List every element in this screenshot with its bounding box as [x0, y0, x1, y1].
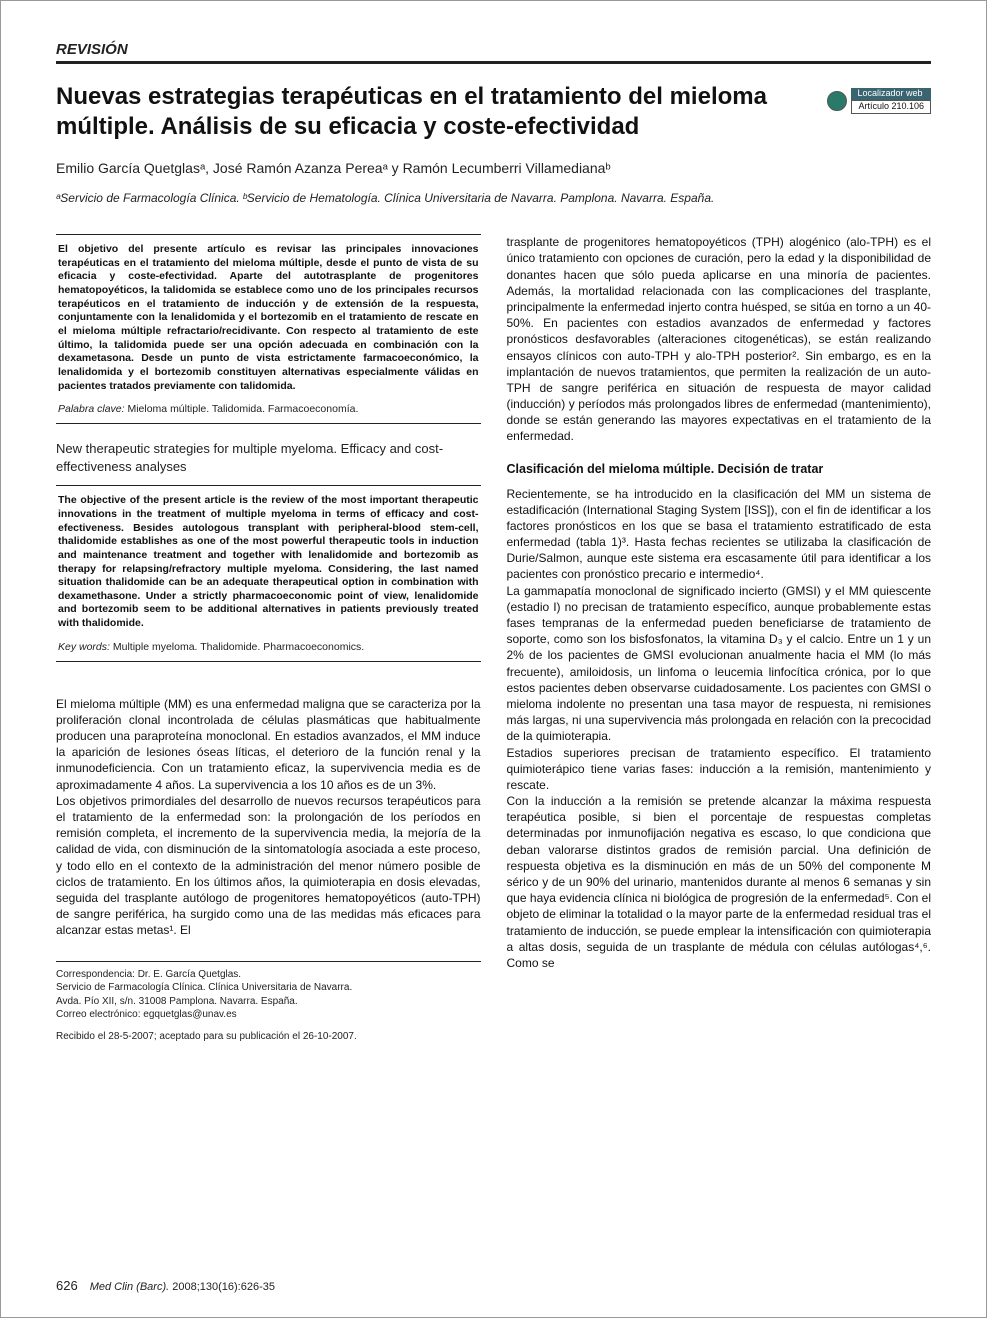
corr-line4: Correo electrónico: egquetglas@unav.es — [56, 1008, 481, 1022]
kw-en-label: Key words: — [58, 641, 110, 653]
body-right-p4: Estadios superiores precisan de tratamie… — [507, 745, 932, 794]
web-locator-labels: Localizador web Artículo 210.106 — [851, 88, 931, 114]
abstract-en-text: The objective of the present article is … — [58, 494, 479, 630]
body-left-p1: El mieloma múltiple (MM) es una enfermed… — [56, 696, 481, 793]
kw-en-value: Multiple myeloma. Thalidomide. Pharmacoe… — [113, 641, 364, 653]
kw-es-label: Palabra clave: — [58, 403, 125, 415]
citation-journal: Med Clin (Barc). — [90, 1281, 169, 1293]
section-label: REVISIÓN — [56, 41, 931, 64]
keywords-es: Palabra clave: Mieloma múltiple. Talidom… — [58, 403, 479, 415]
body-right-p3: La gammapatía monoclonal de significado … — [507, 583, 932, 745]
body-right-p1: trasplante de progenitores hematopoyétic… — [507, 234, 932, 444]
corr-line1: Correspondencia: Dr. E. García Quetglas. — [56, 968, 481, 982]
subhead-classification: Clasificación del mieloma múltiple. Deci… — [507, 461, 932, 478]
body-left: El mieloma múltiple (MM) es una enfermed… — [56, 696, 481, 939]
title-en: New therapeutic strategies for multiple … — [56, 440, 481, 475]
citation-rest: 2008;130(16):626-35 — [169, 1281, 275, 1293]
spacer — [56, 678, 481, 696]
abstract-es-text: El objetivo del presente artículo es rev… — [58, 243, 479, 393]
web-locator-badge: Localizador web Artículo 210.106 — [827, 88, 931, 114]
title-row: Nuevas estrategias terapéuticas en el tr… — [56, 82, 931, 142]
right-column: trasplante de progenitores hematopoyétic… — [507, 234, 932, 1043]
abstract-en-box: The objective of the present article is … — [56, 485, 481, 661]
citation: Med Clin (Barc). 2008;130(16):626-35 — [90, 1281, 275, 1293]
left-column: El objetivo del presente artículo es rev… — [56, 234, 481, 1043]
corr-line2: Servicio de Farmacología Clínica. Clínic… — [56, 981, 481, 995]
web-locator-bottom: Artículo 210.106 — [851, 100, 931, 114]
body-right-p5: Con la inducción a la remisión se preten… — [507, 793, 932, 971]
affiliations: ᵃServicio de Farmacología Clínica. ᵇServ… — [56, 190, 931, 206]
journal-page: REVISIÓN Nuevas estrategias terapéuticas… — [0, 0, 987, 1318]
keywords-en: Key words: Multiple myeloma. Thalidomide… — [58, 641, 479, 653]
abstract-es-box: El objetivo del presente artículo es rev… — [56, 234, 481, 424]
web-disc-icon — [827, 91, 847, 111]
kw-es-value: Mieloma múltiple. Talidomida. Farmacoeco… — [127, 403, 358, 415]
page-footer: 626 Med Clin (Barc). 2008;130(16):626-35 — [56, 1278, 931, 1293]
page-number: 626 — [56, 1278, 78, 1293]
body-right: trasplante de progenitores hematopoyétic… — [507, 234, 932, 971]
article-title: Nuevas estrategias terapéuticas en el tr… — [56, 82, 827, 142]
two-column-layout: El objetivo del presente artículo es rev… — [56, 234, 931, 1043]
correspondence-box: Correspondencia: Dr. E. García Quetglas.… — [56, 961, 481, 1044]
web-locator-top: Localizador web — [851, 88, 931, 100]
authors-line: Emilio García Quetglasᵃ, José Ramón Azan… — [56, 160, 931, 176]
body-right-p2: Recientemente, se ha introducido en la c… — [507, 486, 932, 583]
corr-received: Recibido el 28-5-2007; aceptado para su … — [56, 1030, 481, 1044]
body-left-p2: Los objetivos primordiales del desarroll… — [56, 793, 481, 939]
corr-line3: Avda. Pío XII, s/n. 31008 Pamplona. Nava… — [56, 995, 481, 1009]
